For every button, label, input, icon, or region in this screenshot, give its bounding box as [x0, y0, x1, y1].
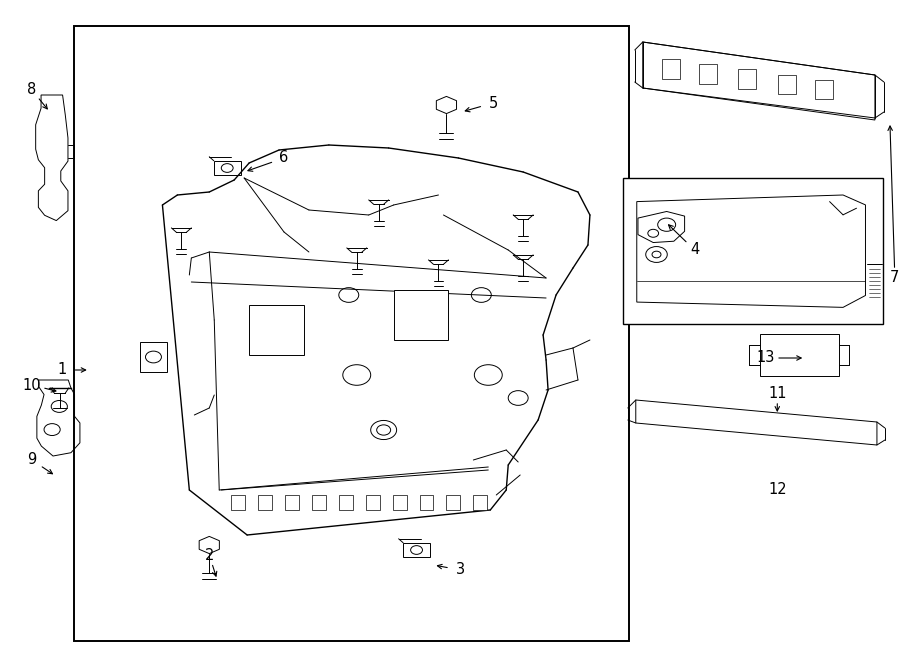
Bar	[419, 495, 434, 510]
Text: 13: 13	[756, 350, 775, 366]
Bar	[140, 342, 167, 372]
Bar	[814, 80, 832, 100]
Text: 5: 5	[489, 95, 498, 110]
Text: 1: 1	[58, 362, 67, 377]
Text: 8: 8	[27, 83, 37, 98]
Bar	[738, 69, 756, 89]
Bar	[760, 334, 839, 377]
Text: 4: 4	[690, 243, 699, 258]
Bar	[365, 495, 380, 510]
Bar	[231, 495, 245, 510]
Bar	[285, 495, 299, 510]
Bar	[249, 305, 304, 355]
Bar	[662, 59, 680, 79]
Text: 12: 12	[768, 483, 787, 498]
Bar	[258, 495, 272, 510]
Text: 3: 3	[455, 563, 465, 578]
Bar	[446, 495, 461, 510]
Bar	[393, 290, 448, 340]
Bar	[338, 495, 353, 510]
Bar	[403, 543, 430, 557]
Bar	[624, 178, 884, 324]
Bar	[392, 495, 407, 510]
Text: 2: 2	[204, 547, 214, 563]
Text: 11: 11	[768, 385, 787, 401]
Bar	[778, 75, 796, 95]
Text: 7: 7	[890, 270, 900, 286]
Bar	[312, 495, 326, 510]
Text: 10: 10	[22, 377, 41, 393]
Bar	[473, 495, 487, 510]
Bar	[698, 64, 716, 84]
Bar	[214, 161, 240, 175]
Bar	[75, 26, 629, 641]
Text: 6: 6	[279, 151, 289, 165]
Text: 9: 9	[27, 453, 37, 467]
